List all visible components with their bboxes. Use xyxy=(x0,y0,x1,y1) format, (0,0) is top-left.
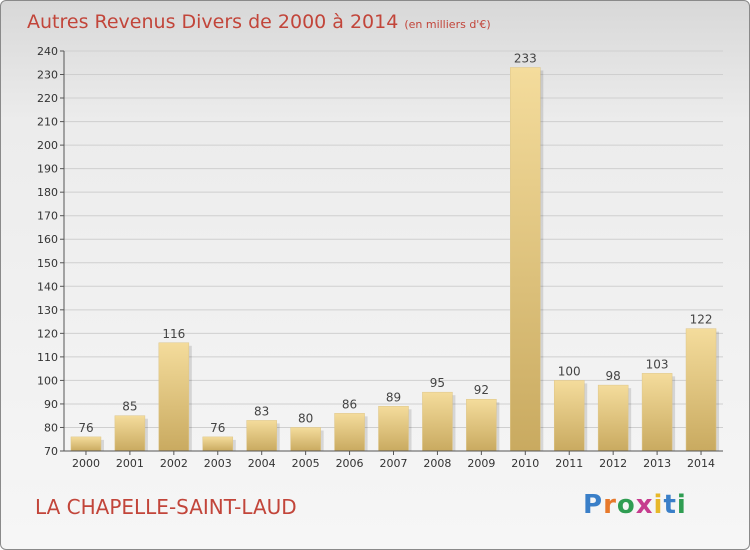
value-label: 76 xyxy=(210,421,225,435)
y-tick-label: 200 xyxy=(37,139,58,152)
bar-2009 xyxy=(466,398,497,452)
value-label: 116 xyxy=(162,327,185,341)
value-label: 100 xyxy=(558,364,581,378)
bar-2007 xyxy=(378,406,409,452)
value-label: 95 xyxy=(430,376,445,390)
chart-subtitle: (en milliers d'€) xyxy=(404,18,491,31)
y-tick-label: 140 xyxy=(37,280,58,293)
logo-letter: P xyxy=(583,490,604,520)
x-tick-label: 2004 xyxy=(248,457,276,470)
y-tick-label: 150 xyxy=(37,257,58,270)
bar-2003 xyxy=(202,436,234,452)
x-tick-label: 2001 xyxy=(116,457,144,470)
x-tick-label: 2011 xyxy=(555,457,583,470)
bar-2004 xyxy=(246,420,277,452)
x-tick-label: 2008 xyxy=(423,457,451,470)
value-label: 98 xyxy=(606,369,621,383)
bar-2008 xyxy=(422,391,453,452)
logo-letter: i xyxy=(676,490,687,520)
value-label: 85 xyxy=(122,400,137,414)
bar-2001 xyxy=(114,415,146,452)
value-label: 122 xyxy=(690,313,713,327)
value-label: 233 xyxy=(514,51,537,65)
value-label: 103 xyxy=(646,357,669,371)
proxiti-logo: Proxiti xyxy=(583,490,687,520)
value-label: 92 xyxy=(474,383,489,397)
y-tick-label: 230 xyxy=(37,69,58,82)
chart-title: Autres Revenus Divers de 2000 à 2014 (en … xyxy=(27,11,491,33)
y-tick-label: 170 xyxy=(37,210,58,223)
chart-title-text: Autres Revenus Divers de 2000 à 2014 xyxy=(27,11,399,33)
x-tick-label: 2012 xyxy=(599,457,627,470)
y-tick-label: 130 xyxy=(37,304,58,317)
y-tick-label: 240 xyxy=(37,45,58,58)
y-tick-label: 180 xyxy=(37,186,58,199)
value-labels: 76 85 116 76 83 80 86 89 95 92 233 100 98 103 122 xyxy=(78,51,712,434)
logo-letter: t xyxy=(663,490,677,520)
x-tick-label: 2009 xyxy=(467,457,495,470)
logo-letter: o xyxy=(616,490,636,520)
x-tick-label: 2007 xyxy=(380,457,408,470)
y-tick-label: 190 xyxy=(37,163,58,176)
y-tick-label: 110 xyxy=(37,351,58,364)
commune-name: LA CHAPELLE-SAINT-LAUD xyxy=(35,495,297,519)
value-label: 83 xyxy=(254,404,269,418)
y-tick-label: 70 xyxy=(44,445,58,458)
value-label: 80 xyxy=(298,411,313,425)
y-tick-label: 160 xyxy=(37,233,58,246)
x-tick-label: 2005 xyxy=(292,457,320,470)
x-tick-label: 2003 xyxy=(204,457,232,470)
value-label: 89 xyxy=(386,390,401,404)
bar-2014 xyxy=(685,328,717,452)
y-tick-label: 210 xyxy=(37,116,58,129)
x-tick-label: 2000 xyxy=(72,457,100,470)
x-tick-label: 2002 xyxy=(160,457,188,470)
axes: 7080901001101201301401501601701801902002… xyxy=(37,45,723,470)
bars xyxy=(70,67,720,452)
x-tick-label: 2006 xyxy=(336,457,364,470)
x-tick-label: 2014 xyxy=(687,457,715,470)
y-tick-label: 100 xyxy=(37,374,58,387)
bar-2011 xyxy=(553,380,585,452)
bar-2012 xyxy=(597,384,629,452)
y-tick-label: 80 xyxy=(44,421,58,434)
value-label: 86 xyxy=(342,397,357,411)
y-tick-label: 120 xyxy=(37,327,58,340)
y-tick-label: 220 xyxy=(37,92,58,105)
bar-2010 xyxy=(510,67,541,452)
y-tick-label: 90 xyxy=(44,398,58,411)
bar-2000 xyxy=(70,436,102,452)
bar-2013 xyxy=(641,373,673,452)
x-tick-label: 2013 xyxy=(643,457,671,470)
logo-letter: r xyxy=(603,490,617,520)
bar-2006 xyxy=(334,413,365,452)
bar-2002 xyxy=(158,342,190,452)
bar-2005 xyxy=(290,427,321,452)
logo-letter: i xyxy=(653,490,664,520)
value-label: 76 xyxy=(78,421,93,435)
logo-letter: x xyxy=(635,490,654,520)
x-tick-label: 2010 xyxy=(511,457,539,470)
